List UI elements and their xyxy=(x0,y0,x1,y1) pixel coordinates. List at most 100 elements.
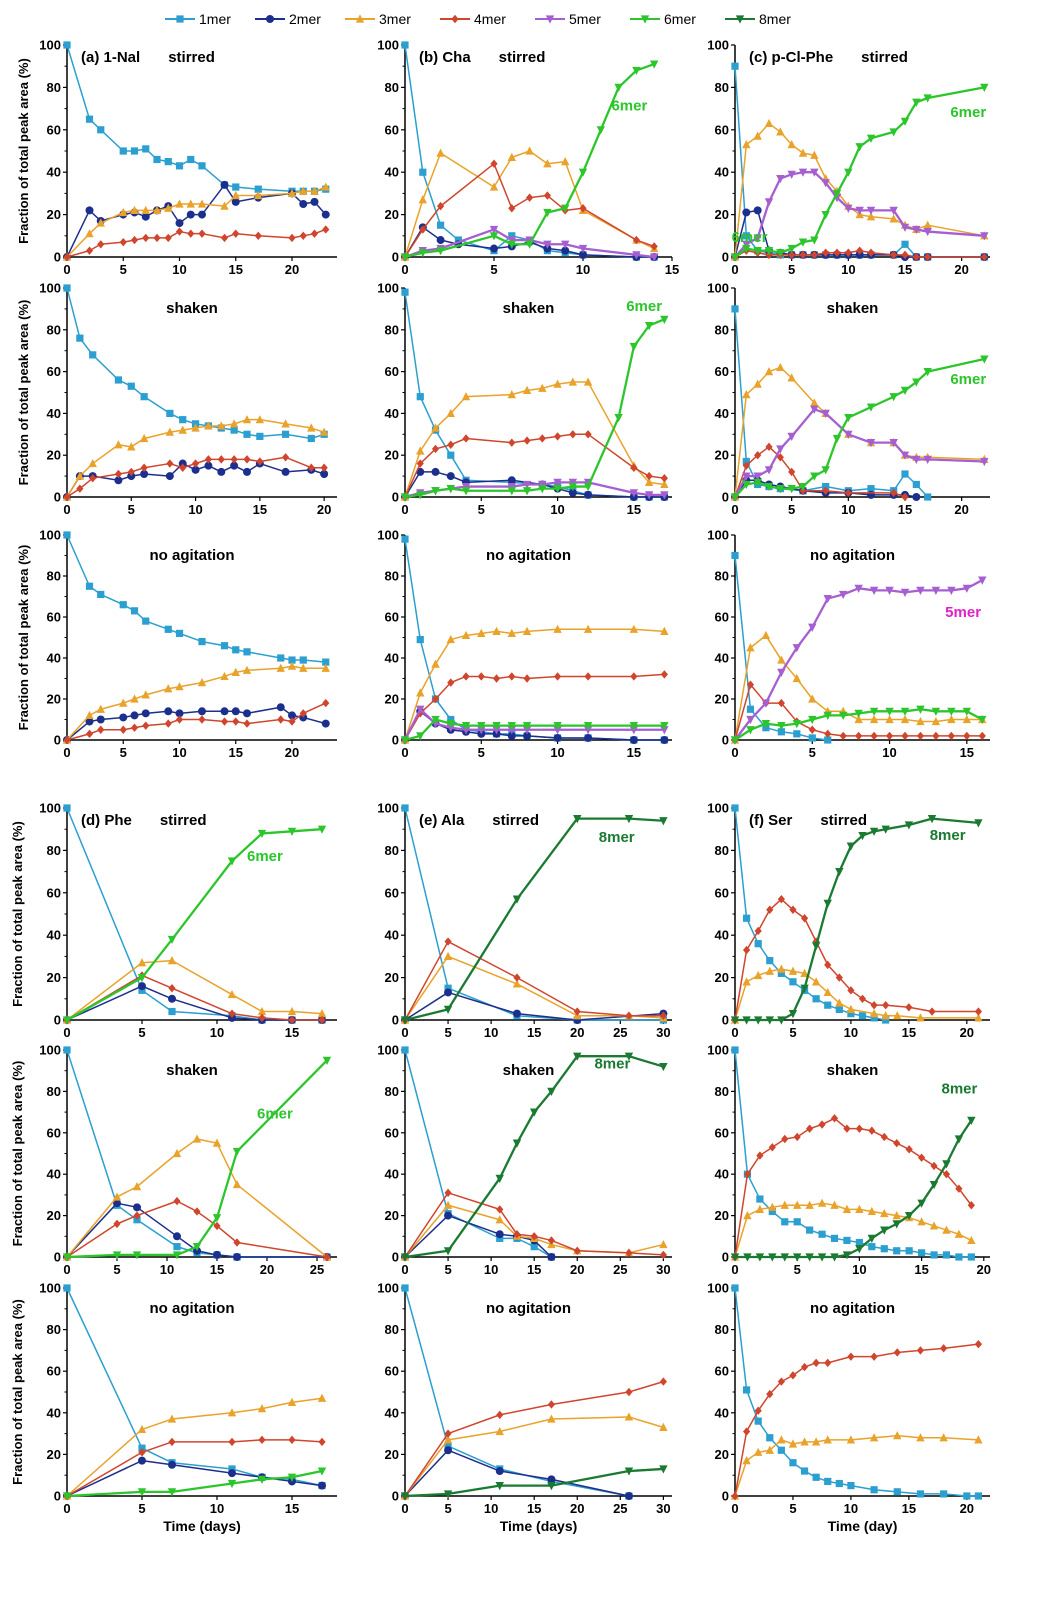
panel-r4-c1-point-1mer xyxy=(530,1243,538,1251)
panel-r1-c1-point-5mer xyxy=(538,480,547,490)
panel-r4-c0-annotation-0: 6mer xyxy=(257,1105,293,1122)
panel-r0-c0-point-4mer xyxy=(187,229,195,238)
panel-r1-c1: 0 20 40 60 80 100 0 5 10 15 shaken 6mer xyxy=(377,281,672,517)
panel-r2-c1-point-6mer xyxy=(629,722,639,731)
panel-r4-c0: 0 20 40 60 80 100 0 5 10 15 20 25 Fraction of total … xyxy=(10,1043,337,1277)
panel-r3-c1-xtick-label-30: 30 xyxy=(656,1025,670,1040)
panel-r4-c2-point-1mer xyxy=(855,1238,863,1247)
panel-r4-c1-point-4mer xyxy=(496,1205,504,1214)
panel-r4-c2-point-4mer xyxy=(756,1151,764,1160)
panel-r1-c0-point-4mer xyxy=(217,455,225,464)
panel-r0-c0-point-1mer xyxy=(119,147,127,155)
panel-r1-c1-point-3mer xyxy=(446,408,455,417)
panel-r5-c0-point-2mer xyxy=(138,1456,146,1465)
panel-r1-c2-point-6mer xyxy=(776,485,785,494)
panel-r0-c0-point-3mer xyxy=(299,186,308,195)
panel-r4-c2-point-3mer xyxy=(755,1204,765,1213)
panel-r2-c0-point-2mer xyxy=(164,707,173,716)
panel-r2-c1-point-2mer xyxy=(553,733,562,742)
panel-r1-c0-point-3mer xyxy=(242,415,252,424)
panel-r4-c0-point-3mer xyxy=(132,1182,142,1191)
panel-r0-c0-point-4mer xyxy=(232,229,240,238)
panel-r2-c0-point-3mer xyxy=(175,682,184,691)
panel-r0-c2-point-3mer xyxy=(742,140,751,149)
panel-r0-c1-point-6mer xyxy=(436,247,445,256)
panel-r5-c0-xtick-label-0: 0 xyxy=(63,1501,70,1516)
legend-marker-5mer xyxy=(545,15,555,24)
panel-r0-c2-point-6mer xyxy=(866,134,876,143)
panel-r0-c0-point-1mer xyxy=(153,155,161,164)
panel-r2-c1-point-5mer xyxy=(660,726,669,735)
panel-r0-c2-point-3mer xyxy=(810,150,819,159)
panel-r2-c1-point-2mer xyxy=(660,736,669,744)
panel-r2-c0-point-1mer xyxy=(142,617,150,625)
panel-r2-c0-point-2mer xyxy=(130,711,139,720)
panel-r3-c2-point-8mer xyxy=(846,842,856,851)
panel-r2-c1-point-4mer xyxy=(553,672,562,681)
panel-r0-c0-point-3mer xyxy=(96,218,105,227)
panel-r5-c0-point-6mer xyxy=(167,1488,177,1497)
panel-r5-c0-series-3mer xyxy=(62,1393,327,1500)
panel-r1-c0-point-3mer xyxy=(178,425,187,434)
panel-r3-c2-point-4mer xyxy=(870,1000,878,1010)
panel-r2-c2-point-1mer xyxy=(808,734,816,742)
panel-r4-c2-point-8mer xyxy=(904,1212,914,1221)
panel-r4-c2-point-8mer xyxy=(780,1253,789,1262)
panel-r5-c0-point-4mer xyxy=(168,1437,176,1447)
panel-r4-c1-point-4mer xyxy=(659,1250,667,1260)
panel-r4-c2-xtick-label-0: 0 xyxy=(731,1262,738,1277)
panel-r2-c0-xtick-label-20: 20 xyxy=(285,745,299,760)
panel-r5-c1-point-4mer xyxy=(547,1400,556,1409)
panel-r4-c2-point-8mer xyxy=(917,1199,926,1208)
panel-r0-c0-point-4mer xyxy=(299,231,307,240)
panel-r5-c0-point-6mer xyxy=(62,1492,72,1501)
panel-r1-c2-point-6mer xyxy=(730,493,740,502)
panel-r5-c0-point-4mer xyxy=(318,1437,326,1447)
panel-r2-c2-xtick-label-15: 15 xyxy=(960,745,974,760)
panel-r1-c2-point-4mer xyxy=(765,442,773,452)
panel-r3-c2-point-1mer xyxy=(754,940,762,948)
panel-r2-c2-point-1mer xyxy=(731,551,739,560)
panel-r1-c0-ylabel: Fraction of total peak area (%) xyxy=(16,300,31,486)
panel-r4-c2-ytick-label-40: 40 xyxy=(715,1167,729,1182)
panel-r0-c2-point-5mer xyxy=(753,234,762,243)
panel-r4-c0-ytick-label-100: 100 xyxy=(39,1043,61,1058)
panel-r3-c2-ytick-label-80: 80 xyxy=(715,843,729,858)
panel-r0-c1-point-3mer xyxy=(525,146,534,155)
panel-r2-c2-point-4mer xyxy=(963,731,971,741)
panel-r1-c1-point-4mer xyxy=(508,438,516,447)
panel-r3-c2-point-3mer xyxy=(753,970,763,980)
panel-r2-c2-point-4mer xyxy=(901,731,909,741)
legend: 1mer 2mer 3mer 4mer 5mer 6mer 8mer xyxy=(165,11,791,27)
panel-r0-c2-point-4mer xyxy=(890,250,898,260)
panel-r0-c2-point-2mer xyxy=(753,206,762,215)
panel-r1-c2-point-6mer xyxy=(912,378,921,387)
panel-r1-c1-line-6mer xyxy=(404,318,665,499)
panel-r1-c2-point-6mer xyxy=(787,485,796,494)
panel-r2-c0-point-4mer xyxy=(164,719,172,728)
panel-r5-c1-point-2mer xyxy=(547,1475,556,1484)
panel-r2-c2-series-1mer xyxy=(731,551,832,744)
panel-r5-c1-point-8mer xyxy=(659,1465,668,1474)
panel-r3-c0-xtick-label-0: 0 xyxy=(63,1025,70,1040)
panel-r2-c1-point-5mer xyxy=(629,726,639,735)
panel-r1-c1-point-4mer xyxy=(569,430,577,439)
panel-r0-c2-point-4mer xyxy=(799,250,807,260)
panel-r2-c1-point-4mer xyxy=(508,672,516,681)
panel-r2-c0-point-2mer xyxy=(141,709,150,718)
panel-r4-c2-point-1mer xyxy=(756,1195,764,1203)
panel-r4-c1-point-8mer xyxy=(512,1139,522,1148)
panel-r5-c2-point-4mer xyxy=(893,1348,901,1357)
panel-r3-c1-point-4mer xyxy=(625,1011,633,1020)
panel-r1-c1-point-2mer xyxy=(416,467,425,476)
panel-r5-c0-point-6mer xyxy=(317,1467,327,1476)
panel-r2-c0-series-1mer xyxy=(63,531,330,666)
panel-r3-c1: 0 20 40 60 80 100 0 5 10 15 20 25 30 (e) Ala stirred 8m… xyxy=(377,801,672,1040)
panel-r0-c0-point-1mer xyxy=(164,158,172,166)
panel-r5-c0-series-6mer xyxy=(62,1467,327,1501)
panel-r1-c2-point-1mer xyxy=(867,485,875,493)
panel-r5-c2-point-3mer xyxy=(777,1435,786,1444)
panel-r4-c2-point-3mer xyxy=(768,1202,777,1211)
panel-r0-c0-point-2mer xyxy=(321,210,330,219)
panel-r2-c0-point-4mer xyxy=(119,725,127,734)
